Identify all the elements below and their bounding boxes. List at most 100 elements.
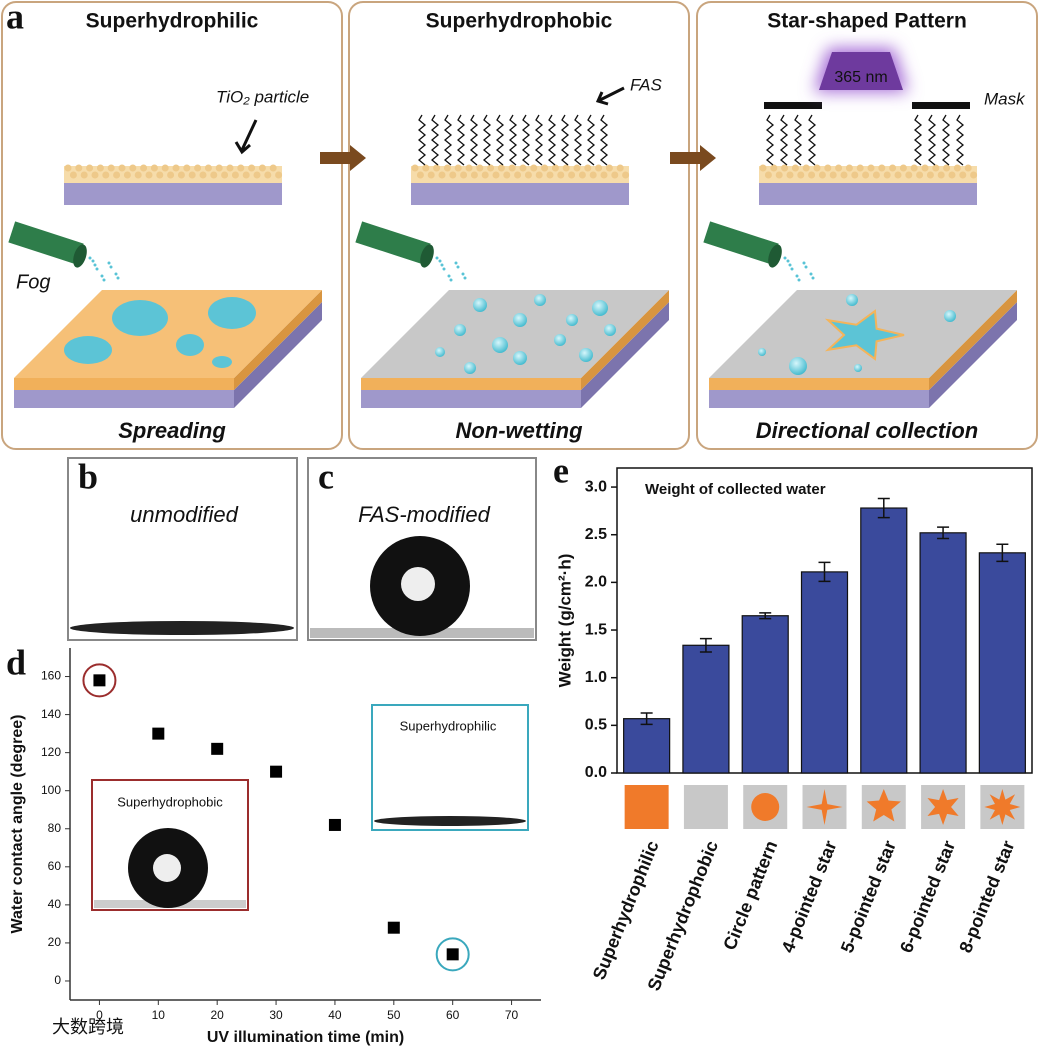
particle: [210, 171, 218, 179]
y-tick-label: 80: [48, 821, 62, 835]
fas-chain: [482, 114, 492, 166]
fas-chain: [469, 114, 479, 166]
fas-chain: [456, 114, 466, 166]
panel-letter: a: [6, 0, 24, 36]
particle: [584, 164, 592, 172]
particle: [573, 164, 581, 172]
x-tick-label: 8-pointed star: [955, 838, 1018, 956]
particle: [487, 164, 495, 172]
slab-purple-side: [581, 302, 669, 408]
bar: [623, 718, 671, 774]
particle: [64, 164, 72, 172]
fog-dot: [116, 276, 120, 280]
inset-label: Superhydrophobic: [117, 794, 223, 809]
y-tick-label: 0.0: [585, 764, 607, 781]
step-arrow: [670, 145, 716, 171]
fas-chain: [417, 114, 427, 166]
particle: [829, 171, 837, 179]
particle: [530, 164, 538, 172]
step-caption: Spreading: [118, 418, 226, 443]
error-bar: [699, 637, 712, 653]
particle: [454, 164, 462, 172]
fas-chain: [508, 114, 518, 166]
particle: [443, 164, 451, 172]
particle: [113, 171, 121, 179]
fog-dot: [93, 263, 97, 267]
label: Mask: [984, 89, 1026, 108]
particle: [438, 171, 446, 179]
panel-letter: e: [553, 450, 569, 490]
particle: [959, 171, 967, 179]
fog-dot: [463, 276, 467, 280]
step-title: Superhydrophobic: [426, 10, 613, 33]
particle: [460, 171, 468, 179]
y-tick-label: 140: [41, 707, 61, 721]
particle: [411, 164, 419, 172]
bar: [860, 507, 908, 774]
y-tick-label: 2.5: [585, 526, 607, 543]
fog-dot: [440, 263, 444, 267]
y-tick-label: 1.0: [585, 669, 607, 686]
particle: [840, 171, 848, 179]
particle: [622, 171, 630, 179]
spread-drop: [112, 300, 168, 336]
bead-drop: [513, 313, 527, 327]
fog-dot: [802, 261, 806, 265]
bead-drop: [846, 294, 858, 306]
y-tick-label: 60: [48, 859, 62, 873]
substrate: [411, 183, 629, 205]
particle: [134, 171, 142, 179]
fog-dot: [456, 265, 460, 269]
x-tick-label: 50: [387, 1008, 401, 1022]
point: [387, 921, 400, 934]
fas-chain: [807, 114, 817, 166]
particle: [813, 164, 821, 172]
particle: [470, 171, 478, 179]
highlight-ring: [82, 663, 117, 698]
fas-chain: [955, 114, 965, 166]
particle: [872, 171, 880, 179]
particle: [231, 171, 239, 179]
particle: [551, 164, 559, 172]
step-caption: Non-wetting: [455, 418, 583, 443]
x-tick-label: 4-pointed star: [777, 838, 840, 956]
particle: [797, 171, 805, 179]
x-tick-label: 0: [96, 1008, 103, 1022]
chart-title: Weight of collected water: [645, 481, 826, 498]
error-bar: [640, 712, 653, 726]
particle: [562, 164, 570, 172]
pipe-end: [420, 244, 434, 268]
bead-drop: [758, 348, 766, 356]
fas-chain: [560, 114, 570, 166]
label: TiO₂ particle: [216, 87, 309, 106]
fas-chain: [573, 114, 583, 166]
uv-lamp: [819, 52, 903, 90]
panel-letter: b: [78, 456, 98, 496]
step-title: Star-shaped Pattern: [767, 10, 967, 33]
fog-dot: [783, 256, 787, 260]
particle: [102, 171, 110, 179]
step-title: Superhydrophilic: [86, 10, 259, 33]
particle: [150, 164, 158, 172]
particle: [759, 164, 767, 172]
mask: [912, 102, 970, 109]
particle: [253, 171, 261, 179]
fog-dot: [438, 259, 442, 263]
fog-dot: [809, 272, 813, 276]
watermark: 大数跨境: [52, 1017, 124, 1037]
spread-drop: [212, 356, 232, 368]
x-tick-label: 70: [505, 1008, 519, 1022]
fas-chain: [586, 114, 596, 166]
particle: [86, 164, 94, 172]
particle: [172, 164, 180, 172]
label: FAS: [630, 75, 662, 94]
particle: [775, 171, 783, 179]
bar: [800, 571, 849, 774]
slab-purple-side: [234, 302, 322, 408]
particle: [595, 164, 603, 172]
pattern-shape: [984, 789, 1021, 825]
particle: [905, 171, 913, 179]
y-tick-label: 100: [41, 783, 61, 797]
particle: [177, 171, 185, 179]
fog-dot: [109, 265, 113, 269]
